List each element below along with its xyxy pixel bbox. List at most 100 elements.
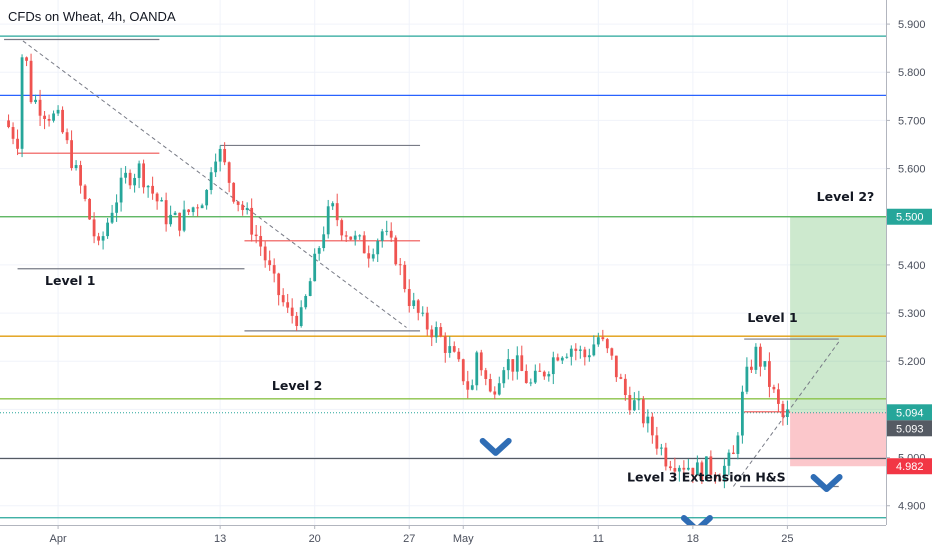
trend-line[interactable] xyxy=(732,341,840,487)
chevron-down-icon xyxy=(810,474,843,493)
price-tag[interactable] xyxy=(887,420,932,437)
chart-title: CFDs on Wheat, 4h, OANDA xyxy=(8,9,176,24)
candle-body xyxy=(461,359,465,382)
x-axis-panel xyxy=(0,525,886,550)
candle-body xyxy=(232,182,236,202)
x-tick-label: 27 xyxy=(403,533,415,545)
candle-body xyxy=(43,115,46,119)
candle-body xyxy=(187,209,191,213)
candle-body xyxy=(164,200,168,225)
x-tick-label: 13 xyxy=(214,533,226,545)
candle-body xyxy=(425,312,429,330)
candle-body xyxy=(358,235,362,237)
candle-body xyxy=(101,236,105,241)
candle-body xyxy=(736,435,740,454)
price-tag-label: 5.094 xyxy=(896,407,924,419)
candle-body xyxy=(632,400,636,411)
candle-body xyxy=(655,435,659,449)
candle-body xyxy=(29,60,33,103)
candle-body xyxy=(718,478,722,481)
candle-body xyxy=(47,118,51,121)
candle-body xyxy=(205,189,209,206)
candle-body xyxy=(659,447,663,449)
candle-body xyxy=(758,346,762,367)
trend-line[interactable] xyxy=(22,40,407,328)
candle-body xyxy=(25,57,28,61)
candle-body xyxy=(65,132,69,141)
price-tag[interactable] xyxy=(887,404,932,421)
price-tag-label: 5.093 xyxy=(896,423,924,435)
candle-body xyxy=(745,366,749,392)
candle-body xyxy=(569,348,573,357)
candle-body xyxy=(263,246,267,261)
candle-body xyxy=(524,370,528,384)
y-tick-label: 5.900 xyxy=(898,19,926,31)
candle-body xyxy=(533,370,537,383)
candle-body xyxy=(601,337,605,340)
candle-body xyxy=(610,348,614,356)
candle-body xyxy=(484,370,488,380)
candle-body xyxy=(434,327,438,338)
candle-body xyxy=(560,357,564,361)
candle-body xyxy=(650,416,654,436)
candle-body xyxy=(304,295,308,308)
candle-body xyxy=(344,235,348,237)
candle-body xyxy=(313,253,317,282)
candle-body xyxy=(173,212,177,215)
candle-body xyxy=(241,204,245,211)
candle-body xyxy=(268,260,272,266)
candle-body xyxy=(254,234,258,237)
candle-body xyxy=(308,281,312,296)
candle-body xyxy=(398,264,402,266)
candle-body xyxy=(389,230,393,238)
candle-body xyxy=(88,198,91,220)
candle-body xyxy=(529,382,533,384)
y-tick-label: 5.200 xyxy=(898,356,926,368)
candle-body xyxy=(457,351,461,360)
candle-body xyxy=(596,337,600,345)
candle-body xyxy=(421,312,425,314)
candle-body xyxy=(520,355,524,371)
candle-body xyxy=(200,205,204,209)
candle-body xyxy=(583,349,587,358)
x-tick-label: 20 xyxy=(309,533,321,545)
candle-body xyxy=(439,327,443,337)
candle-body xyxy=(335,203,339,221)
candle-body xyxy=(142,163,146,188)
candle-body xyxy=(740,391,744,436)
candle-body xyxy=(506,359,510,371)
candle-body xyxy=(749,366,753,370)
y-tick-label: 5.400 xyxy=(898,260,926,272)
candle-body xyxy=(259,236,263,247)
candle-body xyxy=(709,456,713,475)
candle-body xyxy=(551,357,555,375)
candle-body xyxy=(20,57,24,149)
candle-body xyxy=(16,138,19,149)
x-tick-label: May xyxy=(453,533,474,545)
candle-body xyxy=(673,468,677,472)
candle-body xyxy=(664,447,668,467)
candle-body xyxy=(209,172,213,190)
candle-body xyxy=(511,359,515,372)
price-tag[interactable] xyxy=(887,458,932,475)
candle-body xyxy=(11,127,15,139)
target-zone xyxy=(790,216,886,413)
stop-zone xyxy=(790,412,886,467)
candle-body xyxy=(623,378,627,396)
candle-body xyxy=(34,99,37,103)
candle-body xyxy=(412,300,416,307)
candle-body xyxy=(686,467,690,470)
candle-body xyxy=(515,355,519,372)
y-tick-label: 5.300 xyxy=(898,308,926,320)
candle-body xyxy=(362,235,366,254)
candle-body xyxy=(731,452,735,454)
annotation-label: Level 1 xyxy=(747,310,797,325)
x-tick-label: Apr xyxy=(50,533,67,545)
candle-body xyxy=(137,163,141,178)
candle-body xyxy=(777,389,780,404)
candle-body xyxy=(587,355,591,358)
candle-body xyxy=(295,315,299,327)
price-tag[interactable] xyxy=(887,208,932,225)
